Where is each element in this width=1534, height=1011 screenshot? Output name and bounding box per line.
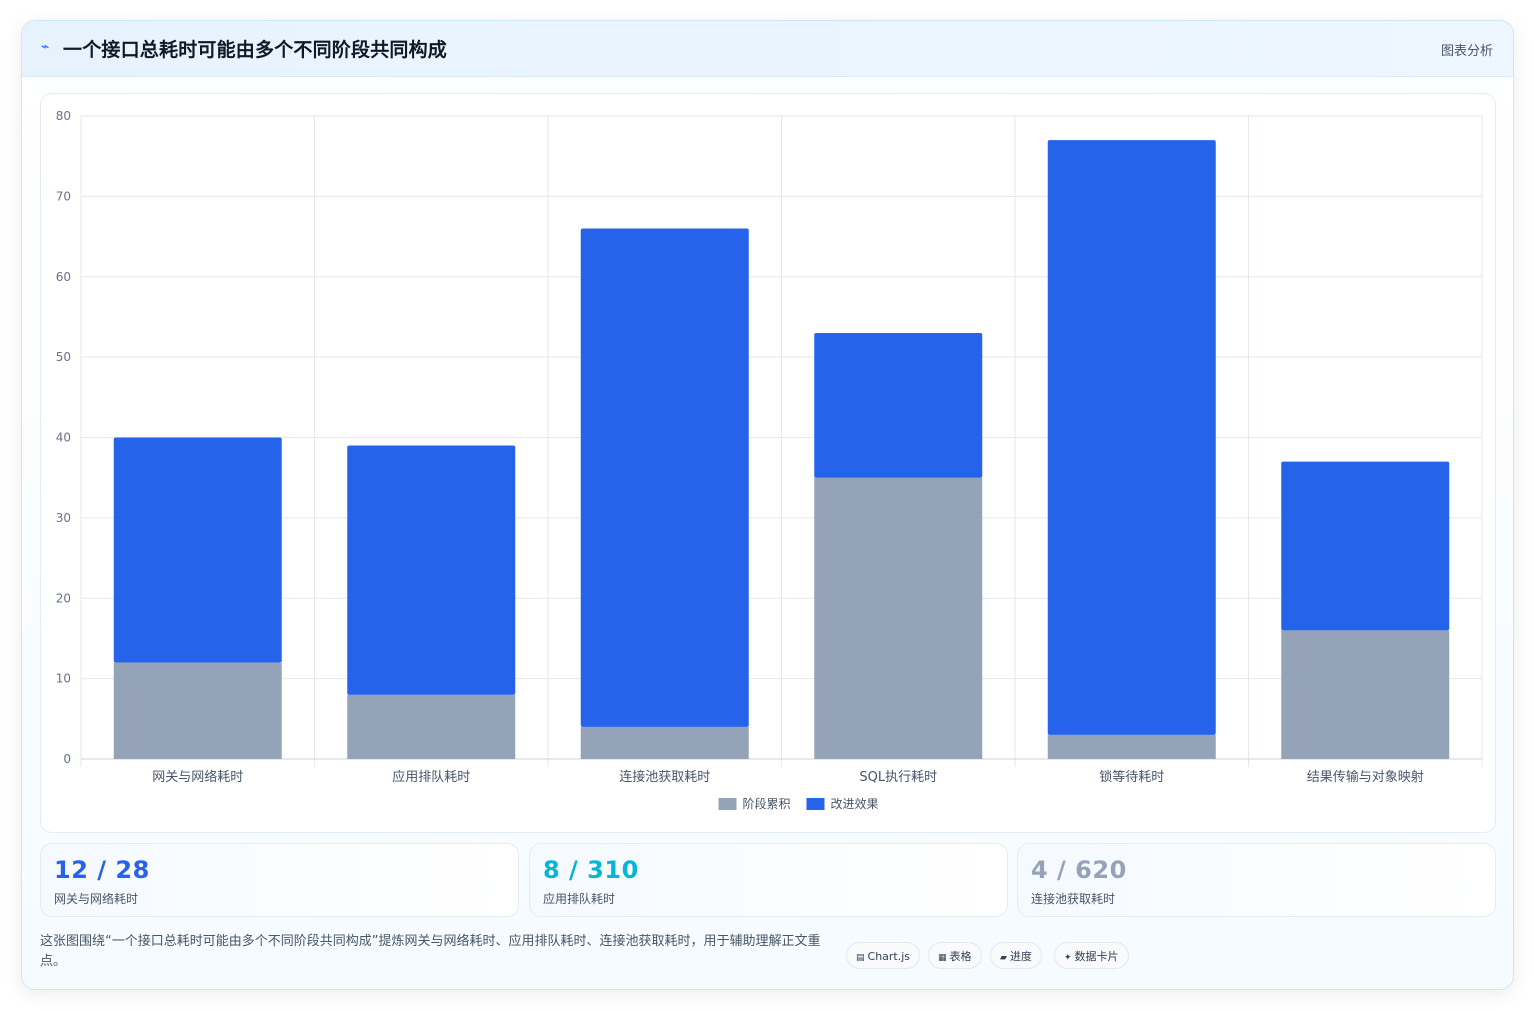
card-header: ⌁ 一个接口总耗时可能由多个不同阶段共同构成 图表分析 (22, 21, 1513, 77)
x-tick-label: 网关与网络耗时 (152, 769, 243, 785)
chip-label: Chart.js (867, 950, 911, 963)
bar-stage (113, 662, 282, 759)
chip-label: 数据卡片 (1074, 950, 1119, 963)
stat-card-queue: 8 / 310 应用排队耗时 (529, 843, 1008, 917)
legend-swatch (806, 798, 825, 810)
bar-improvement (814, 333, 983, 478)
y-tick-label: 70 (56, 189, 71, 203)
bar-improvement (580, 228, 749, 727)
bar-chart: 0 10 20 30 40 50 60 70 80 网关与网络耗时 应用排队耗时 连接池获取耗时 SQL… (56, 109, 1483, 811)
y-tick-label: 10 (56, 672, 71, 686)
chart-analysis-tag: 图表分析 (1440, 44, 1493, 59)
bar-improvement (113, 437, 282, 663)
bar-stage (347, 694, 516, 759)
stat-label: 应用排队耗时 (543, 892, 616, 906)
y-tick-label: 60 (56, 270, 71, 284)
stat-card-pool: 4 / 620 连接池获取耗时 (1017, 843, 1496, 917)
x-tick-label: 锁等待耗时 (1099, 769, 1164, 785)
y-tick-label: 40 (56, 431, 71, 445)
chip-data-card[interactable]: ✦ 数据卡片 (1054, 942, 1129, 969)
chart-card: ⌁ 一个接口总耗时可能由多个不同阶段共同构成 图表分析 0 10 20 30 40 50 6… (21, 20, 1514, 990)
y-tick-label: 30 (56, 511, 71, 525)
stat-label: 网关与网络耗时 (54, 892, 139, 906)
stat-card-gateway: 12 / 28 网关与网络耗时 (40, 843, 519, 917)
legend-label: 阶段累积 (743, 796, 791, 811)
chip-chartjs[interactable]: ▤ Chart.js (846, 942, 921, 969)
bar-stage (1281, 630, 1450, 759)
progress-icon: ▰ (1000, 953, 1007, 963)
chart-description: 这张图围绕“一个接口总耗时可能由多个不同阶段共同构成”提炼网关与网络耗时、应用排… (40, 934, 821, 969)
stat-value: 12 / 28 (54, 856, 150, 884)
stat-label: 连接池获取耗时 (1031, 892, 1116, 906)
y-tick-label: 50 (56, 350, 71, 364)
legend-swatch (718, 798, 737, 810)
bar-stage (1047, 734, 1216, 759)
chart-icon: ▤ (856, 953, 865, 963)
stats-row: 12 / 28 网关与网络耗时 8 / 310 应用排队耗时 4 / 620 连… (40, 843, 1496, 917)
chip-table[interactable]: ▦ 表格 (928, 942, 982, 969)
stat-value: 4 / 620 (1031, 856, 1127, 884)
stat-value: 8 / 310 (543, 856, 639, 884)
bar-stage (580, 726, 749, 759)
table-icon: ▦ (938, 953, 947, 963)
bar-improvement (1047, 140, 1216, 735)
legend-label: 改进效果 (831, 796, 879, 811)
x-tick-label: 结果传输与对象映射 (1307, 769, 1424, 785)
y-tick-label: 80 (56, 109, 71, 123)
bar-improvement (1281, 461, 1450, 631)
x-tick-label: SQL执行耗时 (859, 770, 937, 785)
x-tick-label: 应用排队耗时 (392, 769, 470, 785)
chip-progress[interactable]: ▰ 进度 (990, 942, 1042, 969)
chart-card-title: 一个接口总耗时可能由多个不同阶段共同构成 (63, 39, 448, 61)
sparkle-icon: ✦ (1064, 953, 1072, 963)
line-chart-icon: ⌁ (41, 39, 50, 55)
bar-stage (814, 477, 983, 759)
chip-label: 表格 (949, 950, 972, 963)
x-tick-label: 连接池获取耗时 (619, 769, 710, 785)
bar-improvement (347, 445, 516, 695)
chip-label: 进度 (1009, 950, 1032, 963)
chart-panel: 0 10 20 30 40 50 60 70 80 网关与网络耗时 应用排队耗时 连接池获取耗时 SQL… (40, 93, 1496, 833)
y-tick-label: 20 (56, 591, 71, 605)
y-tick-label: 0 (63, 752, 71, 766)
